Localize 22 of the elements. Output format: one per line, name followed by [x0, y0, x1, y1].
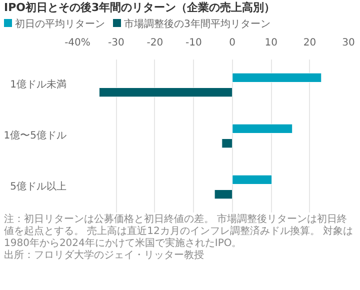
x-tick-label: 30 — [342, 38, 355, 48]
y-tick-label: 1億ドル未満 — [10, 78, 67, 90]
text: 出所：フロリダ大学のジェイ・リッター教授 — [4, 250, 205, 262]
bar — [222, 138, 233, 148]
chart-title: IPO初日とその後3年間のリターン（企業の売上高別） — [4, 1, 276, 14]
y-tick-label: 5億ドル以上 — [10, 180, 67, 192]
legend-label: 初日の平均リターン — [14, 19, 105, 30]
x-tick-label: -30 — [108, 38, 124, 48]
y-tick-label: 1億〜5億ドル — [4, 130, 67, 142]
x-tick-label: 20 — [303, 38, 316, 48]
text: 注：初日リターンは公募価格と初日終値の差。 市場調整後リターンは初日終値を起点とする。 売上高は直近12カ月のインフレ調整済みドル換算。 対象は1980年から2024年にかけて米国で実施されたIPO。 — [4, 214, 354, 250]
bar — [232, 124, 293, 134]
x-tick-label: 0 — [229, 38, 236, 48]
legend-label: 市場調整後の3年間平均リターン — [123, 19, 270, 30]
x-tick-label: -40% — [64, 38, 90, 48]
x-tick-label: -20 — [146, 38, 164, 48]
x-tick-label: -10 — [185, 38, 202, 48]
bar — [98, 88, 233, 98]
bar — [232, 174, 272, 184]
bar — [214, 190, 233, 200]
x-tick-label: 10 — [264, 38, 278, 48]
bar — [232, 72, 322, 82]
